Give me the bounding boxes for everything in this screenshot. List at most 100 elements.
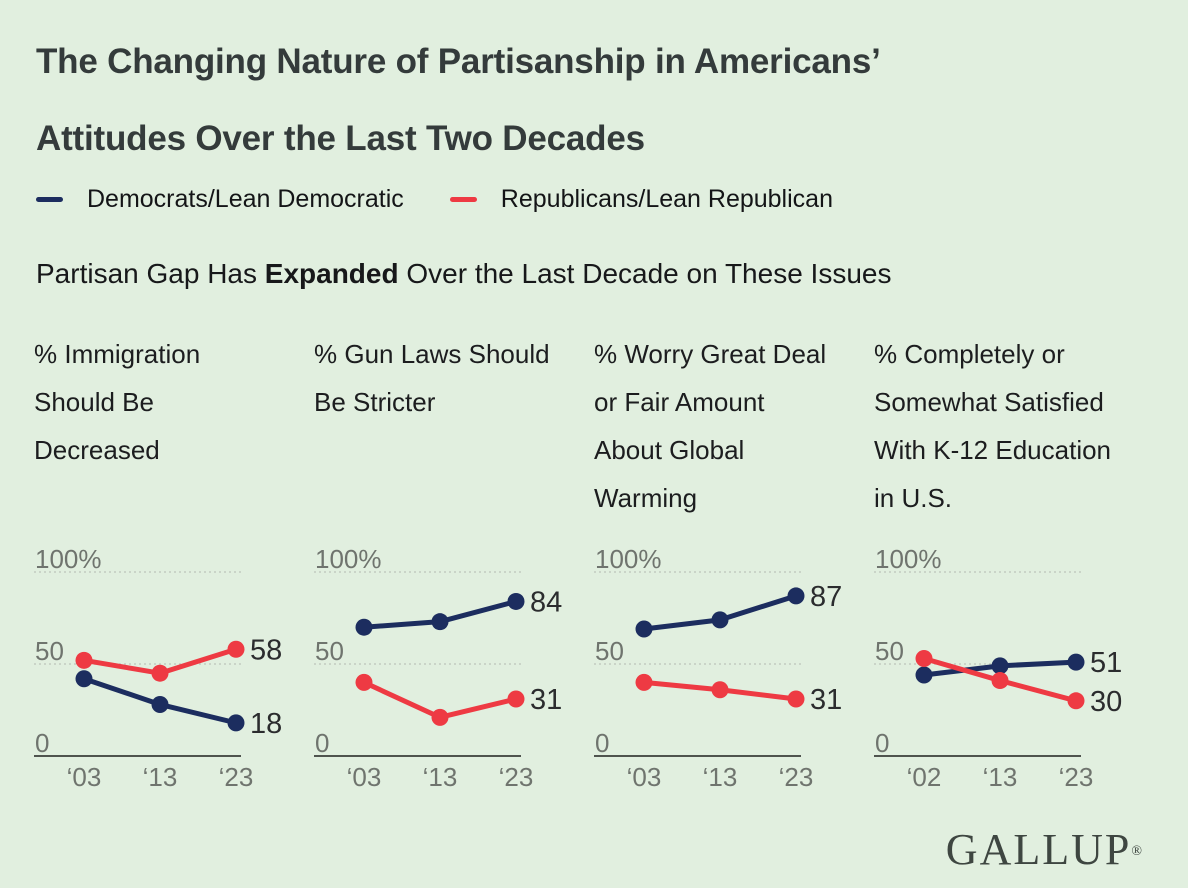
- chart-title-line: Be Stricter: [314, 387, 436, 417]
- data-point: [75, 651, 93, 669]
- data-point: [991, 657, 1009, 675]
- data-point: [711, 611, 729, 629]
- series-end-value: 51: [1090, 647, 1122, 679]
- mini-chart-immigration: % Immigration Should Be Decreased 100% 50 0 ‘…: [34, 330, 314, 792]
- chart-title-line: Somewhat Satisfied: [874, 387, 1104, 417]
- series-end-value: 87: [810, 581, 842, 613]
- section-subtitle: Partisan Gap Has Expanded Over the Last …: [36, 256, 891, 292]
- chart-title-line: % Immigration: [34, 339, 201, 369]
- y-tick-label: 50: [35, 636, 64, 666]
- chart-title-line: About Global: [594, 435, 745, 465]
- data-point: [711, 681, 729, 699]
- gallup-logo-text: GALLUP: [945, 825, 1132, 874]
- chart-title-line: Warming: [594, 483, 698, 513]
- gallup-logo: GALLUP®: [946, 826, 1142, 874]
- series-end-value: 31: [530, 684, 562, 716]
- chart-legend: Democrats/Lean Democratic Republicans/Le…: [36, 184, 833, 214]
- chart-title-line: % Worry Great Deal: [594, 339, 827, 369]
- y-tick-label: 100%: [35, 544, 102, 574]
- page-title: The Changing Nature of Partisanship in A…: [36, 23, 881, 177]
- subtitle-suffix: Over the Last Decade on These Issues: [398, 258, 892, 289]
- legend-label-democrats: Democrats/Lean Democratic: [87, 184, 404, 213]
- data-point: [151, 664, 169, 682]
- data-point: [787, 587, 805, 605]
- chart-title-line: With K-12 Education: [874, 435, 1112, 465]
- data-point: [787, 690, 805, 708]
- series-end-value: 18: [250, 708, 282, 740]
- y-tick-label: 100%: [875, 544, 942, 574]
- x-tick-label: ‘03: [627, 762, 662, 792]
- x-tick-label: ‘23: [779, 762, 814, 792]
- series-end-value: 30: [1090, 686, 1122, 718]
- chart-title-line: in U.S.: [874, 483, 953, 513]
- data-point: [1067, 692, 1085, 710]
- data-point: [507, 690, 525, 708]
- data-point: [227, 640, 245, 658]
- data-point: [75, 670, 93, 688]
- chart-title: % Gun Laws Should Be Stricter: [314, 330, 594, 540]
- y-tick-label: 100%: [315, 544, 382, 574]
- mini-chart-gun-laws: % Gun Laws Should Be Stricter 100% 50 0 ‘03 ‘…: [314, 330, 594, 792]
- legend-label-republicans: Republicans/Lean Republican: [500, 184, 833, 213]
- x-tick-label: ‘23: [499, 762, 534, 792]
- x-tick-label: ‘23: [219, 762, 254, 792]
- y-tick-label: 100%: [595, 544, 662, 574]
- legend-item-republicans: Republicans/Lean Republican: [449, 184, 833, 214]
- chart-title-line: Decreased: [34, 435, 160, 465]
- chart-title-line: % Completely or: [874, 339, 1065, 369]
- chart-plot: 100% 50 0 ‘03 ‘13 ‘23 87 31: [594, 544, 842, 792]
- data-point: [915, 649, 933, 667]
- y-tick-label: 50: [875, 636, 904, 666]
- y-tick-label: 0: [595, 728, 609, 758]
- y-tick-label: 50: [595, 636, 624, 666]
- data-point: [431, 613, 449, 631]
- title-line-1: The Changing Nature of Partisanship in A…: [36, 42, 881, 82]
- charts-grid: % Immigration Should Be Decreased 100% 50 0 ‘…: [34, 330, 1154, 792]
- data-point: [635, 620, 653, 638]
- y-tick-label: 0: [315, 728, 329, 758]
- chart-title-line: Should Be: [34, 387, 154, 417]
- democrat-line-swatch: [36, 196, 63, 202]
- data-point: [227, 714, 245, 732]
- series-end-value: 58: [250, 634, 282, 666]
- y-tick-label: 50: [315, 636, 344, 666]
- data-point: [915, 666, 933, 684]
- chart-title: % Completely or Somewhat Satisfied With K-…: [874, 330, 1154, 540]
- chart-title-line: % Gun Laws Should: [314, 339, 550, 369]
- chart-plot: 100% 50 0 ‘02 ‘13 ‘23 51 30: [874, 544, 1122, 792]
- registered-mark-icon: ®: [1131, 844, 1142, 859]
- data-point: [431, 708, 449, 726]
- x-tick-label: ‘13: [143, 762, 178, 792]
- series-end-value: 31: [810, 684, 842, 716]
- x-tick-label: ‘23: [1059, 762, 1094, 792]
- x-tick-label: ‘13: [703, 762, 738, 792]
- chart-plot: 100% 50 0 ‘03 ‘13 ‘23 18 58: [34, 544, 282, 792]
- data-point: [1067, 653, 1085, 671]
- series-end-value: 84: [530, 586, 562, 618]
- y-tick-label: 0: [875, 728, 889, 758]
- mini-chart-k12-education: % Completely or Somewhat Satisfied With K-…: [874, 330, 1154, 792]
- x-tick-label: ‘03: [347, 762, 382, 792]
- chart-plot: 100% 50 0 ‘03 ‘13 ‘23 84 31: [314, 544, 562, 792]
- y-tick-label: 0: [35, 728, 49, 758]
- x-tick-label: ‘13: [983, 762, 1018, 792]
- mini-chart-global-warming: % Worry Great Deal or Fair Amount About Gl…: [594, 330, 874, 792]
- data-point: [507, 592, 525, 610]
- x-tick-label: ‘13: [423, 762, 458, 792]
- data-point: [355, 673, 373, 691]
- data-point: [355, 618, 373, 636]
- chart-title: % Worry Great Deal or Fair Amount About Gl…: [594, 330, 874, 540]
- data-point: [991, 672, 1009, 690]
- subtitle-prefix: Partisan Gap Has: [36, 258, 265, 289]
- republican-line-swatch: [449, 196, 477, 202]
- chart-title: % Immigration Should Be Decreased: [34, 330, 314, 540]
- title-line-2: Attitudes Over the Last Two Decades: [36, 119, 645, 159]
- x-tick-label: ‘02: [907, 762, 942, 792]
- legend-item-democrats: Democrats/Lean Democratic: [36, 185, 404, 214]
- x-tick-label: ‘03: [67, 762, 102, 792]
- data-point: [151, 695, 169, 713]
- chart-title-line: or Fair Amount: [594, 387, 765, 417]
- data-point: [635, 673, 653, 691]
- subtitle-highlight: Expanded: [264, 258, 399, 289]
